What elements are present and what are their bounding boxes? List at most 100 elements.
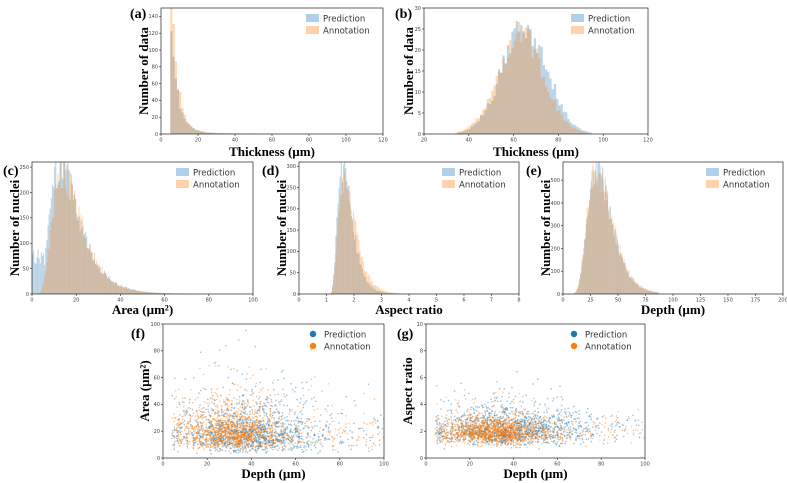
- bar-prediction: [359, 264, 361, 294]
- point-annotation: [173, 436, 176, 438]
- point-annotation: [239, 440, 241, 443]
- point-prediction: [197, 431, 200, 433]
- point-prediction: [210, 431, 212, 433]
- point-annotation: [247, 438, 250, 441]
- point-annotation: [241, 428, 243, 430]
- bar-prediction: [650, 290, 651, 294]
- bar-annotation: [146, 291, 149, 294]
- point-prediction: [513, 424, 516, 426]
- point-annotation: [215, 404, 218, 407]
- point-prediction: [215, 437, 217, 440]
- bar-prediction: [357, 252, 359, 294]
- point-prediction: [266, 432, 269, 435]
- point-prediction: [549, 422, 552, 424]
- bar-prediction: [577, 287, 579, 294]
- point-prediction: [515, 428, 518, 430]
- point-prediction: [281, 433, 284, 435]
- point-prediction: [265, 414, 268, 416]
- point-annotation: [213, 430, 216, 432]
- point-prediction: [239, 412, 242, 415]
- point-prediction: [451, 437, 453, 440]
- point-prediction: [276, 438, 278, 441]
- point-prediction: [223, 442, 226, 444]
- point-prediction: [275, 420, 278, 423]
- point-prediction: [499, 435, 501, 437]
- point-prediction: [256, 431, 259, 433]
- point-annotation: [247, 440, 250, 443]
- point-prediction: [558, 419, 561, 422]
- point-prediction: [279, 433, 282, 436]
- point-annotation: [249, 436, 252, 439]
- point-prediction: [229, 437, 232, 439]
- point-prediction: [180, 442, 182, 445]
- point-annotation: [284, 446, 287, 448]
- point-annotation: [379, 439, 381, 441]
- point-prediction: [352, 422, 355, 425]
- point-annotation: [193, 439, 195, 442]
- point-prediction: [567, 407, 569, 409]
- point-prediction: [256, 440, 259, 442]
- bar-annotation: [384, 291, 386, 294]
- bar-annotation: [370, 281, 372, 294]
- point-annotation: [265, 437, 268, 440]
- point-prediction: [298, 446, 300, 449]
- bar-prediction: [527, 25, 530, 134]
- point-prediction: [507, 426, 510, 429]
- point-prediction: [217, 439, 220, 442]
- bar-annotation: [176, 88, 180, 134]
- point-annotation: [246, 400, 249, 402]
- point-prediction: [496, 381, 498, 383]
- point-prediction: [520, 420, 522, 423]
- point-prediction: [532, 433, 535, 435]
- point-annotation: [232, 440, 235, 442]
- point-annotation: [223, 409, 225, 412]
- bar-annotation: [203, 131, 206, 134]
- point-annotation: [173, 426, 176, 428]
- point-prediction: [521, 437, 524, 440]
- bar-prediction: [89, 243, 91, 294]
- bar-prediction: [121, 286, 123, 294]
- point-annotation: [177, 439, 179, 442]
- x-tick-label: 20: [204, 462, 210, 468]
- point-prediction: [257, 444, 260, 447]
- point-prediction: [269, 407, 272, 410]
- point-prediction: [221, 422, 223, 424]
- bar-annotation: [615, 229, 617, 294]
- bar-annotation: [540, 77, 543, 134]
- point-prediction: [258, 409, 261, 412]
- bar-prediction: [363, 276, 365, 294]
- point-annotation: [289, 439, 291, 442]
- point-prediction: [233, 407, 235, 410]
- point-annotation: [240, 433, 242, 435]
- point-prediction: [489, 434, 492, 437]
- point-prediction: [489, 423, 492, 426]
- point-annotation: [233, 435, 235, 437]
- point-annotation: [254, 411, 256, 413]
- point-prediction: [253, 438, 256, 440]
- point-prediction: [210, 452, 212, 455]
- point-prediction: [214, 449, 217, 452]
- point-annotation: [202, 430, 204, 433]
- point-prediction: [193, 437, 195, 440]
- point-annotation: [229, 432, 232, 435]
- point-prediction: [254, 385, 257, 388]
- point-prediction: [456, 436, 458, 439]
- point-annotation: [327, 383, 330, 385]
- bar-annotation: [56, 188, 58, 294]
- point-prediction: [282, 447, 285, 450]
- point-prediction: [259, 426, 262, 429]
- y-tick-label: 20: [152, 115, 158, 121]
- point-prediction: [265, 439, 267, 442]
- bar-annotation: [96, 260, 98, 294]
- point-annotation: [213, 429, 215, 432]
- bar-annotation: [638, 285, 640, 294]
- point-annotation: [176, 418, 179, 421]
- point-annotation: [264, 435, 267, 437]
- point-annotation: [222, 427, 224, 429]
- point-prediction: [207, 418, 210, 421]
- bar-prediction: [361, 268, 363, 294]
- point-annotation: [185, 413, 188, 415]
- point-annotation: [226, 436, 228, 438]
- bar-prediction: [47, 225, 49, 294]
- bar-prediction: [109, 278, 111, 294]
